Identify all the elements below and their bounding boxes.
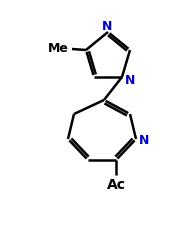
Text: N: N	[139, 133, 149, 146]
Text: Ac: Ac	[107, 177, 125, 191]
Text: N: N	[125, 73, 135, 86]
Text: Me: Me	[48, 42, 68, 55]
Text: N: N	[102, 20, 112, 32]
